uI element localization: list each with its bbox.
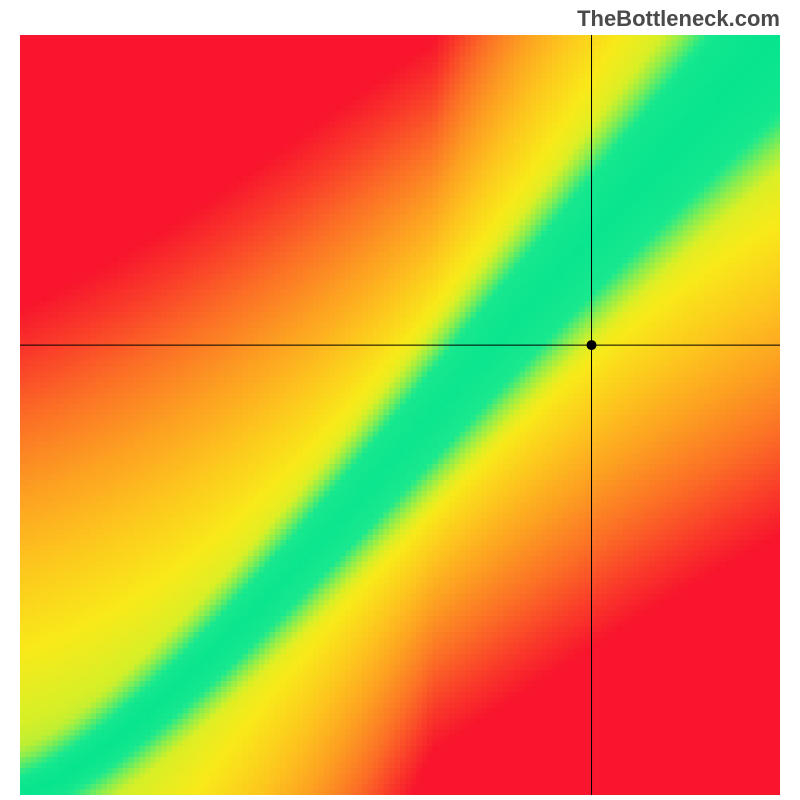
chart-container: TheBottleneck.com xyxy=(0,0,800,800)
watermark-label: TheBottleneck.com xyxy=(577,6,780,32)
bottleneck-heatmap xyxy=(20,35,780,795)
